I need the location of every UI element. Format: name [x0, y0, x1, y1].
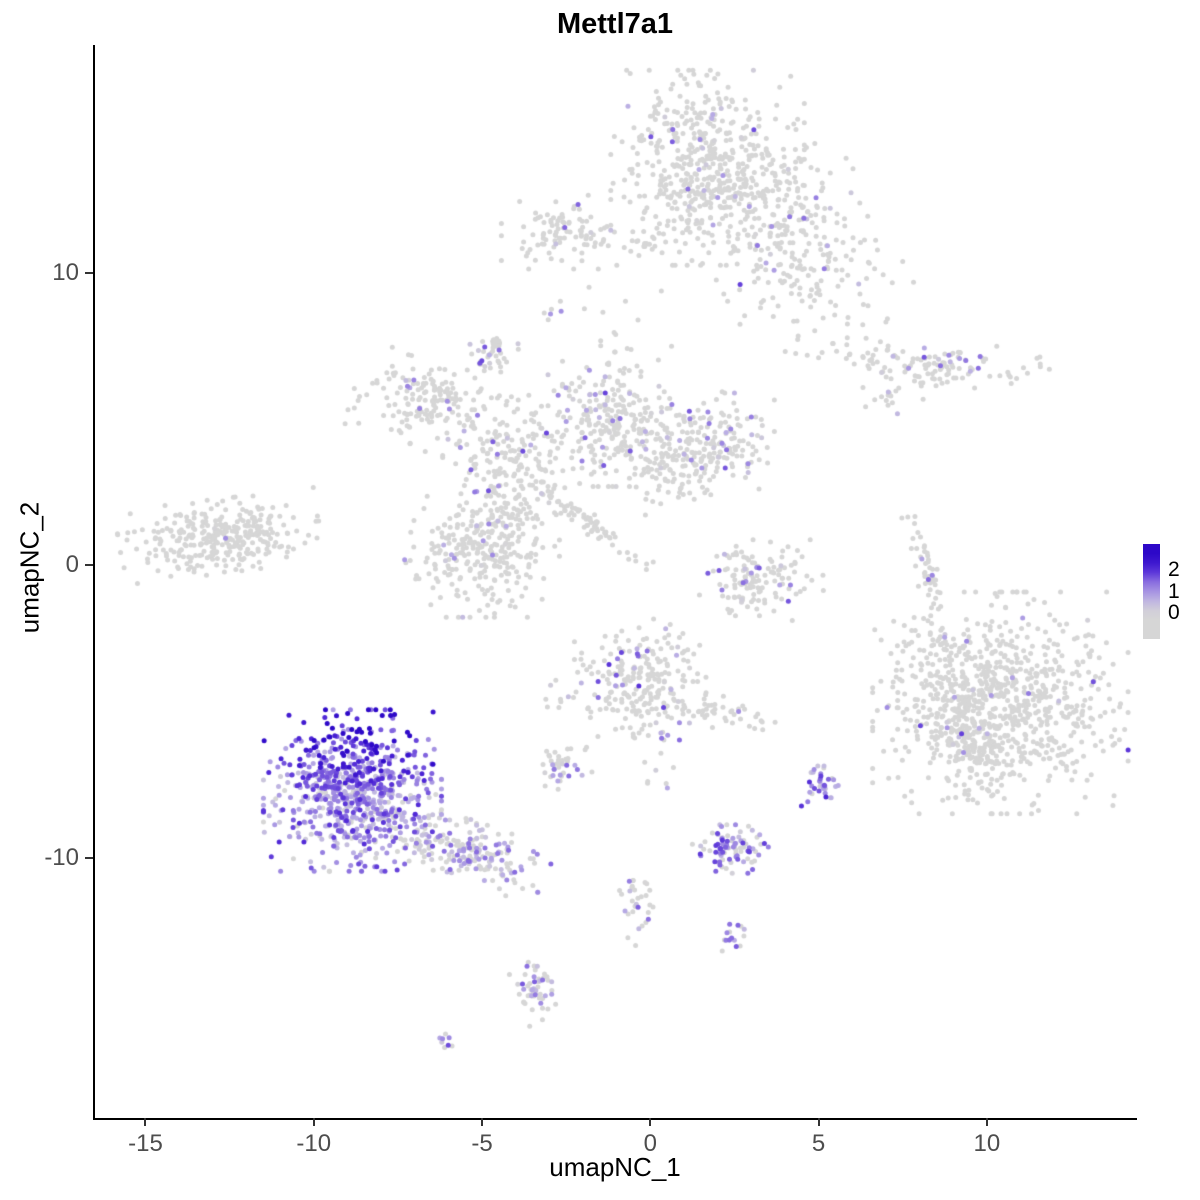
x-tick-mark	[985, 1118, 988, 1126]
y-tick-mark	[85, 272, 93, 275]
x-tick-label: 10	[973, 1130, 1001, 1157]
legend-gradient-bar	[1143, 544, 1160, 639]
x-tick-mark	[312, 1118, 315, 1126]
y-tick-label: -10	[44, 843, 79, 871]
x-tick-label: -15	[128, 1130, 163, 1157]
plot-title: Mettl7a1	[556, 8, 674, 40]
scatter-canvas	[95, 45, 1135, 1118]
legend-tick-label: 1	[1168, 579, 1180, 603]
legend-tick-label: 0	[1168, 601, 1180, 625]
x-tick-label: 0	[643, 1130, 657, 1157]
x-tick-label: 5	[811, 1130, 826, 1157]
x-tick-mark	[649, 1118, 652, 1126]
x-tick-mark	[144, 1118, 147, 1126]
x-axis-label: umapNC_1	[549, 1152, 681, 1182]
x-axis-line	[93, 1118, 1137, 1120]
x-tick-label: -10	[296, 1130, 332, 1157]
legend-tick-label: 2	[1168, 557, 1180, 581]
y-axis-line	[93, 45, 95, 1120]
y-tick-mark	[85, 856, 93, 859]
y-tick-mark	[85, 564, 93, 567]
y-tick-label: 0	[65, 551, 79, 579]
x-tick-mark	[817, 1118, 820, 1126]
x-tick-label: -5	[471, 1130, 493, 1157]
y-tick-label: 10	[52, 259, 79, 287]
x-tick-mark	[481, 1118, 484, 1126]
